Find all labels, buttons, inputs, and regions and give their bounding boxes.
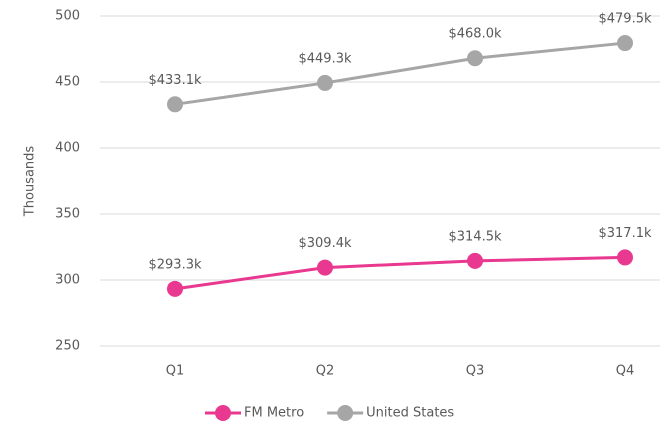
x-tick-label: Q4	[616, 364, 635, 379]
data-label: $309.4k	[298, 236, 351, 251]
x-tick-label: Q2	[316, 364, 335, 379]
data-point	[167, 280, 183, 297]
legend-marker	[337, 405, 354, 421]
y-tick-label: 350	[55, 207, 80, 222]
y-axis-label: Thousands	[23, 146, 38, 218]
data-point	[617, 35, 633, 52]
legend-label: United States	[366, 406, 454, 421]
data-label: $314.5k	[448, 229, 501, 244]
y-tick-label: 400	[55, 141, 80, 156]
legend-marker	[215, 405, 231, 421]
legend-label: FM Metro	[244, 406, 304, 421]
y-tick-label: 250	[55, 339, 80, 354]
data-label: $449.3k	[298, 51, 351, 66]
series-line	[174, 255, 626, 291]
series-line	[174, 41, 626, 106]
data-point	[467, 50, 483, 67]
x-tick-label: Q3	[466, 364, 485, 379]
data-point	[317, 74, 333, 91]
data-point	[167, 96, 183, 113]
data-label: $433.1k	[148, 73, 201, 88]
data-point	[617, 249, 633, 266]
data-label: $317.1k	[598, 226, 651, 241]
x-tick-label: Q1	[166, 364, 185, 379]
data-point	[467, 252, 483, 269]
y-tick-label: 450	[55, 75, 80, 90]
y-tick-label: 500	[55, 9, 80, 24]
data-label: $293.3k	[148, 257, 201, 272]
y-tick-label: 300	[55, 273, 80, 288]
data-point	[317, 259, 333, 276]
data-label: $468.0k	[448, 27, 501, 42]
data-label: $479.5k	[598, 12, 651, 27]
